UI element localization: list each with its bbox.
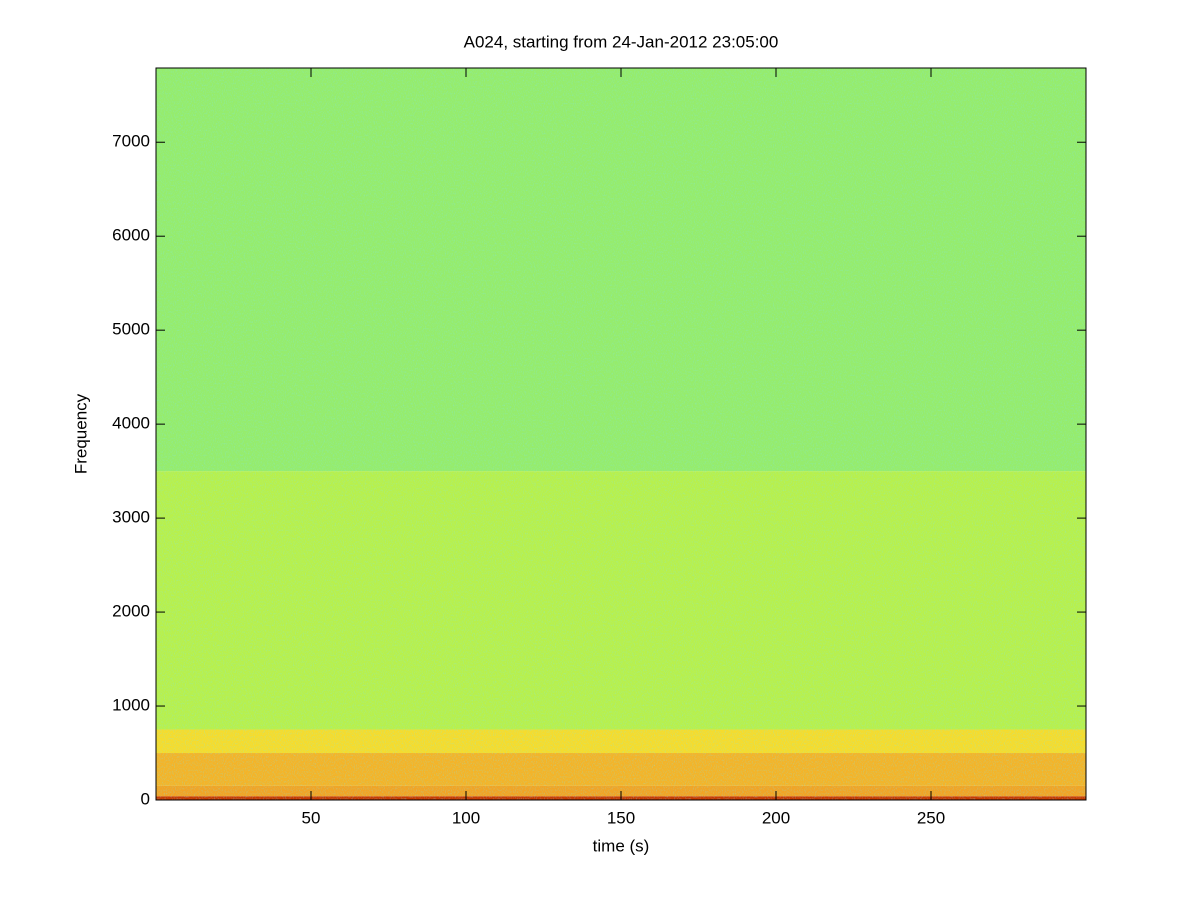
x-tick-label: 250 [917,808,945,827]
y-tick-label: 4000 [112,414,150,433]
y-tick-label: 5000 [112,320,150,339]
chart-title: A024, starting from 24-Jan-2012 23:05:00 [464,32,779,51]
y-axis-label: Frequency [71,393,90,474]
x-tick-label: 150 [607,808,635,827]
y-tick-label: 0 [141,789,150,808]
y-tick-label: 6000 [112,226,150,245]
axes-frame [155,67,1087,801]
y-tick-label: 7000 [112,132,150,151]
x-tick-label: 50 [302,808,321,827]
y-tick-label: 3000 [112,508,150,527]
y-tick-label: 2000 [112,602,150,621]
x-tick-label: 100 [452,808,480,827]
y-tick-label: 1000 [112,696,150,715]
noise-texture [156,68,1086,800]
x-tick-label: 200 [762,808,790,827]
x-axis-label: time (s) [593,836,650,855]
